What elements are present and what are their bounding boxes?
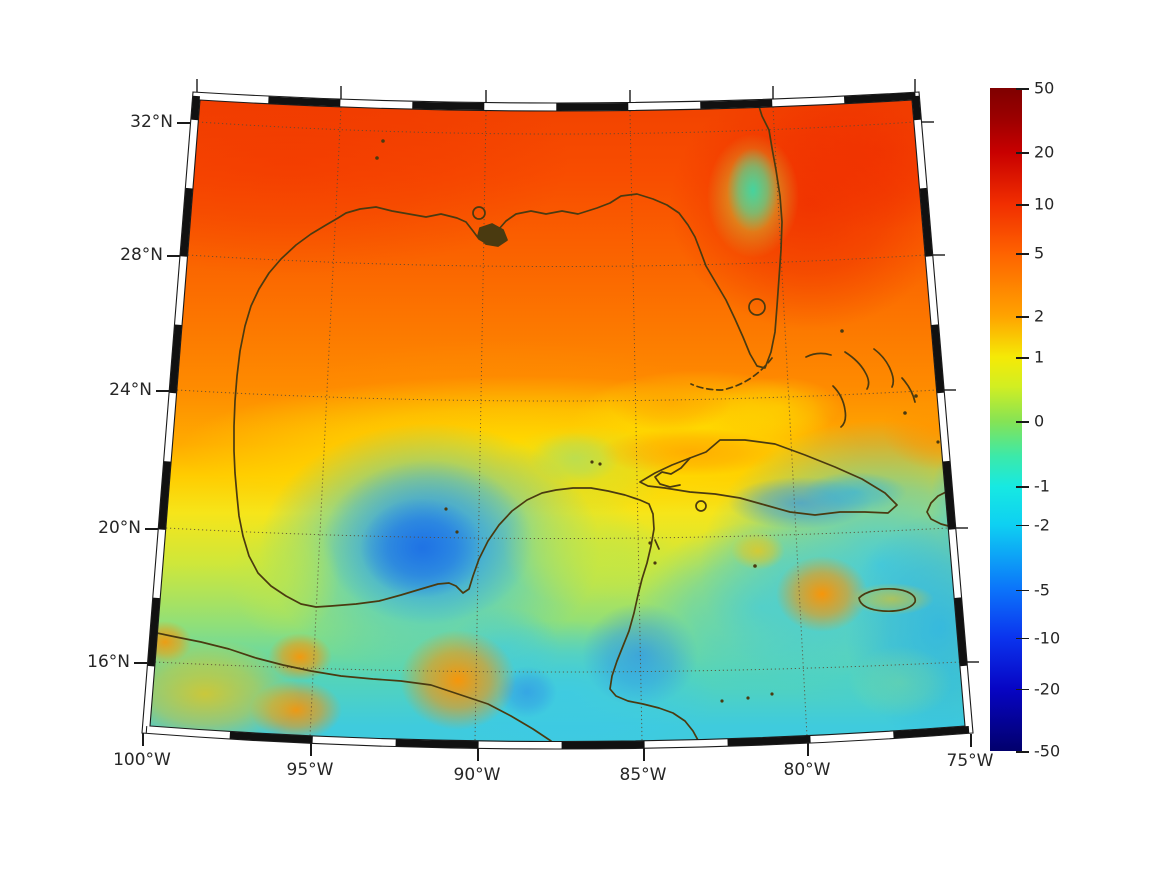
lat-tick bbox=[156, 390, 169, 392]
colorbar-tick bbox=[1016, 421, 1029, 423]
colorbar bbox=[990, 88, 1022, 751]
jamaica-coastline bbox=[858, 587, 917, 613]
lat-tick bbox=[134, 662, 147, 664]
colorbar-tick bbox=[1016, 88, 1029, 90]
gulf-coastline bbox=[233, 100, 783, 742]
colorbar-tick bbox=[1016, 204, 1029, 206]
pacific-coastline bbox=[151, 631, 560, 742]
lon-tick-label: 85°W bbox=[619, 765, 667, 785]
colorbar-tick bbox=[1016, 751, 1029, 753]
small-islands bbox=[375, 139, 950, 703]
mississippi-delta bbox=[477, 223, 508, 247]
colorbar-tick bbox=[1016, 486, 1029, 488]
lake-pontchartrain bbox=[472, 206, 486, 220]
bahamas bbox=[805, 348, 916, 428]
lon-tick bbox=[310, 743, 312, 756]
lake-okeechobee bbox=[748, 298, 766, 316]
lon-tick-label: 95°W bbox=[286, 760, 334, 780]
lat-tick bbox=[177, 122, 190, 124]
cozumel bbox=[654, 539, 660, 550]
colorbar-tick bbox=[1016, 253, 1029, 255]
coastlines bbox=[151, 100, 965, 742]
lon-tick-label: 90°W bbox=[453, 765, 501, 785]
colorbar-tick bbox=[1016, 152, 1029, 154]
colorbar-tick bbox=[1016, 357, 1029, 359]
colorbar-tick-label: 1 bbox=[1034, 347, 1045, 367]
lon-tick bbox=[142, 733, 144, 746]
cuba-bay-detail bbox=[654, 457, 691, 488]
lat-tick bbox=[167, 255, 180, 257]
colorbar-tick-label: -20 bbox=[1034, 679, 1061, 699]
right-ticks bbox=[921, 121, 979, 663]
lat-tick-label: 28°N bbox=[120, 245, 163, 265]
colorbar-tick-label: 50 bbox=[1034, 78, 1055, 98]
cuba-coastline bbox=[639, 439, 898, 516]
colorbar-tick-label: 2 bbox=[1034, 306, 1045, 326]
colorbar-tick-label: -5 bbox=[1034, 580, 1050, 600]
lat-tick-label: 20°N bbox=[98, 518, 141, 538]
colorbar-tick bbox=[1016, 688, 1029, 691]
colorbar-tick bbox=[1016, 589, 1029, 592]
lat-tick-label: 24°N bbox=[109, 380, 152, 400]
florida-keys bbox=[690, 357, 773, 391]
lon-tick bbox=[643, 748, 645, 761]
colorbar-tick-label: 5 bbox=[1034, 243, 1045, 263]
map-frame bbox=[141, 79, 979, 750]
colorbar-tick-label: 10 bbox=[1034, 194, 1055, 214]
top-ticks bbox=[196, 79, 916, 103]
lat-tick-label: 16°N bbox=[87, 652, 130, 672]
colorbar-tick bbox=[1016, 316, 1029, 318]
colorbar-tick bbox=[1016, 637, 1029, 640]
colorbar-tick bbox=[1016, 524, 1029, 527]
isle-of-youth bbox=[695, 500, 707, 512]
colorbar-tick-label: -50 bbox=[1034, 741, 1061, 761]
colorbar-tick-label: -1 bbox=[1034, 476, 1050, 496]
colorbar-tick-label: -2 bbox=[1034, 515, 1050, 535]
lon-tick bbox=[477, 748, 479, 761]
colorbar-tick-label: 0 bbox=[1034, 411, 1045, 431]
colorbar-tick-label: -10 bbox=[1034, 628, 1061, 648]
lon-tick-label: 75°W bbox=[946, 751, 994, 771]
colorbar-tick-label: 20 bbox=[1034, 142, 1055, 162]
lat-tick bbox=[145, 528, 158, 530]
lat-tick-label: 32°N bbox=[130, 112, 173, 132]
lon-tick bbox=[970, 734, 972, 747]
lon-tick bbox=[807, 743, 809, 756]
lon-tick-label: 100°W bbox=[113, 750, 171, 770]
lon-tick-label: 80°W bbox=[783, 760, 831, 780]
